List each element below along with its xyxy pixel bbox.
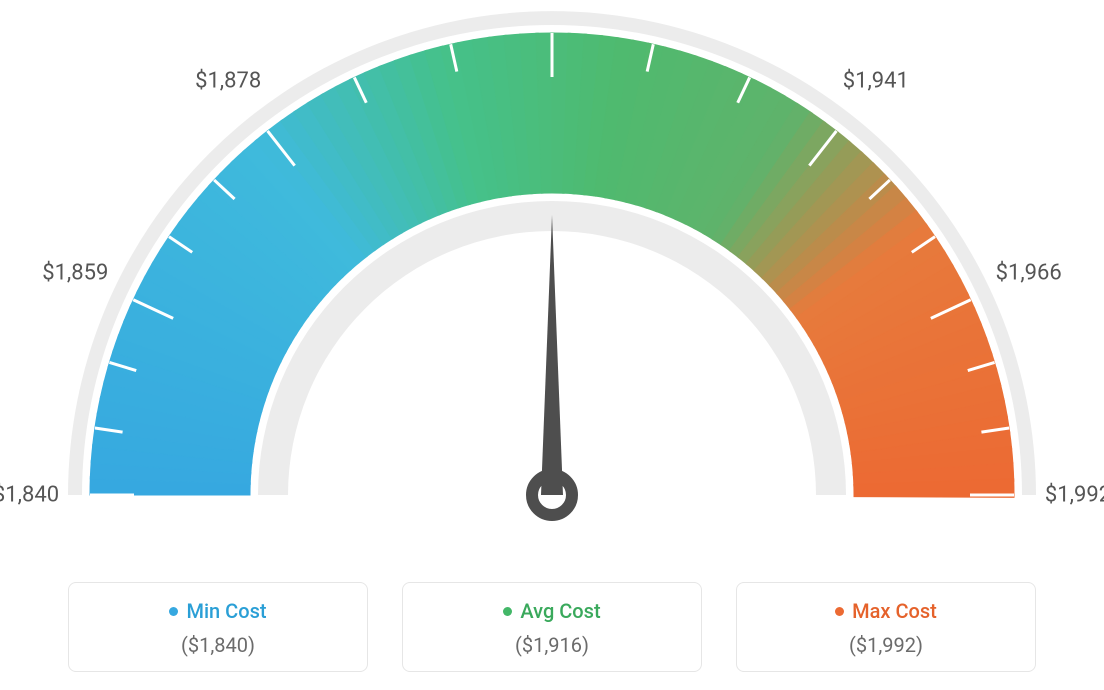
legend-dot-avg: [503, 607, 512, 616]
cost-gauge: $1,840$1,859$1,878$1,916$1,941$1,966$1,9…: [0, 0, 1104, 560]
legend-title-min: Min Cost: [169, 599, 266, 623]
legend-value-avg: ($1,916): [413, 633, 691, 657]
gauge-tick-label: $1,941: [843, 68, 909, 93]
legend-dot-max: [835, 607, 844, 616]
gauge-tick-label: $1,840: [0, 483, 59, 508]
legend-dot-min: [169, 607, 178, 616]
legend-card-min: Min Cost ($1,840): [68, 582, 368, 672]
gauge-tick-label: $1,878: [195, 68, 261, 93]
legend-row: Min Cost ($1,840) Avg Cost ($1,916) Max …: [0, 582, 1104, 672]
legend-title-max: Max Cost: [835, 599, 937, 623]
gauge-tick-label: $1,992: [1045, 483, 1104, 508]
legend-label-min: Min Cost: [186, 599, 266, 623]
legend-value-max: ($1,992): [747, 633, 1025, 657]
gauge-tick-label: $1,966: [996, 260, 1062, 285]
gauge-svg: [0, 0, 1104, 560]
legend-label-avg: Avg Cost: [520, 599, 600, 623]
legend-title-avg: Avg Cost: [503, 599, 600, 623]
legend-card-max: Max Cost ($1,992): [736, 582, 1036, 672]
legend-value-min: ($1,840): [79, 633, 357, 657]
legend-label-max: Max Cost: [852, 599, 937, 623]
gauge-tick-label: $1,859: [42, 260, 108, 285]
legend-card-avg: Avg Cost ($1,916): [402, 582, 702, 672]
